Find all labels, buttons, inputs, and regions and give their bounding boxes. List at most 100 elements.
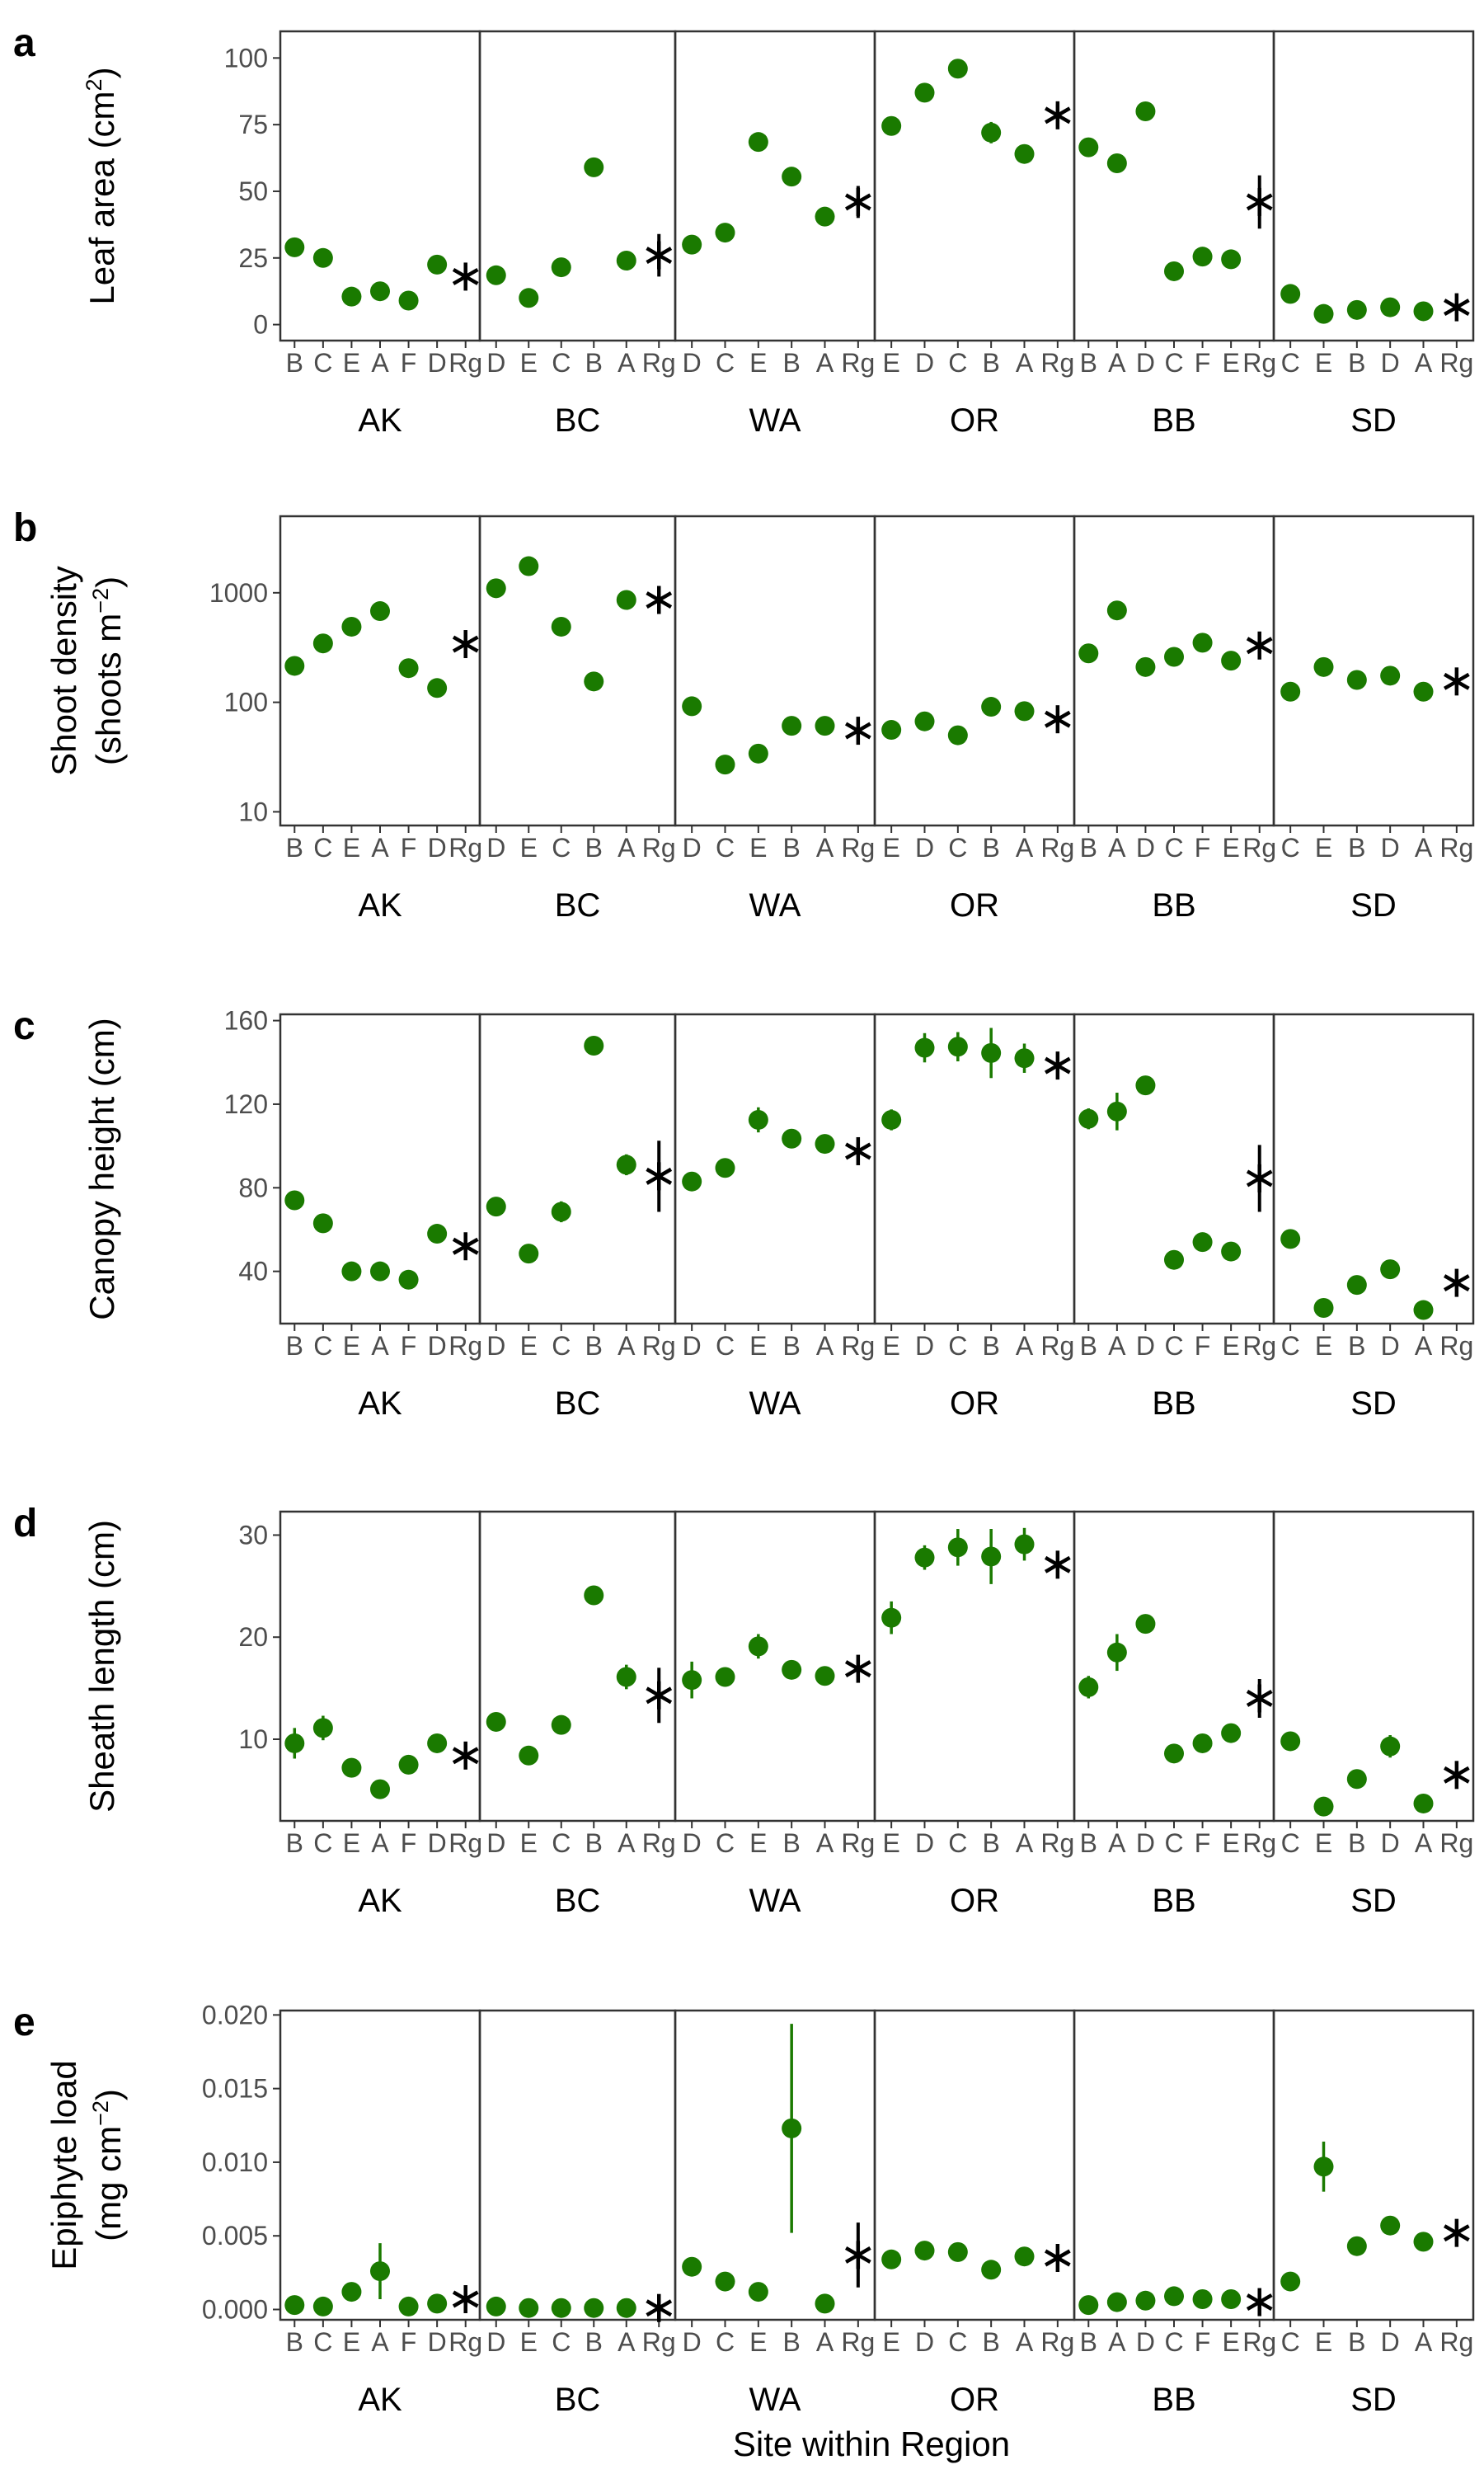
site-mean-point [1192,247,1213,267]
y-tick-label: 0.005 [202,2221,268,2251]
facet-WA: D C E B A Rg WA [674,1013,876,1422]
site-mean-point [815,1134,835,1155]
site-mean-point [312,633,333,654]
site-mean-point [370,1779,390,1799]
site-tick-label: D [1136,1331,1155,1361]
regional-mean-marker [452,630,479,659]
site-mean-point [1313,303,1334,324]
site-tick-label: E [343,2327,360,2357]
y-tick-label: 100 [224,688,268,717]
site-mean-point [519,556,539,576]
site-tick-label: C [1281,2327,1300,2357]
site-tick-label: D [428,1828,447,1858]
facet-OR: E D C B A Rg OR [873,515,1076,924]
panel-letter: a [13,21,35,65]
site-mean-point [815,2293,835,2314]
regional-mean-marker [1044,101,1071,129]
site-tick-label: C [716,833,735,863]
site-tick-label: Rg [448,2327,482,2357]
site-tick-label: A [1108,833,1126,863]
site-tick-label: Rg [448,348,482,378]
site-mean-point [370,281,390,302]
region-label: AK [358,2382,402,2418]
site-tick-label: A [1108,1331,1126,1361]
site-mean-point [312,1718,333,1738]
regional-mean-marker [1443,293,1470,322]
site-tick-label: C [1281,833,1300,863]
site-tick-label: F [1195,1331,1211,1361]
site-tick-label: D [486,348,505,378]
regional-mean-marker [1443,667,1470,696]
y-tick-label: 10 [238,1724,268,1754]
facet-AK: B C E A F D Rg AK [279,30,482,439]
site-tick-label: D [1381,833,1400,863]
site-tick-label: Rg [841,1331,875,1361]
site-tick-label: A [816,1828,834,1858]
site-mean-point [1380,666,1401,686]
y-tick-label: 100 [224,43,268,73]
regional-mean-marker [1246,1164,1273,1192]
site-mean-point [1164,1743,1184,1764]
site-tick-label: B [982,1828,999,1858]
site-tick-label: Rg [642,2327,676,2357]
site-tick-label: E [343,348,360,378]
y-axis-label: Sheath length (cm) [82,1520,121,1813]
site-mean-point [914,82,935,103]
site-mean-point [284,1190,305,1211]
site-tick-label: B [1348,1331,1365,1361]
regional-mean-marker [1044,1550,1071,1579]
facet-AK: B C E A F D Rg AK [279,1510,482,1919]
site-mean-point [881,1109,902,1130]
facet-frame [1272,1013,1475,1325]
site-mean-point [486,1197,506,1217]
site-tick-label: F [401,1828,417,1858]
x-axis-title: Site within Region [733,2425,1010,2463]
site-mean-point [1135,2290,1156,2311]
site-tick-label: F [401,833,417,863]
facet-SD: C E B D A Rg SD [1272,30,1475,439]
site-mean-point [1078,2295,1099,2316]
regional-mean-marker [844,2241,871,2269]
site-tick-label: C [552,2327,571,2357]
site-mean-point [1313,1796,1334,1817]
site-tick-label: B [585,833,603,863]
site-mean-point [715,223,735,243]
site-mean-point [1221,2289,1242,2309]
site-tick-label: Rg [1242,1331,1276,1361]
site-tick-label: F [1195,1828,1211,1858]
panel-letter: d [13,1502,37,1545]
region-label: OR [950,2382,999,2418]
facet-SD: C E B D A Rg SD [1272,1510,1475,1919]
site-mean-point [782,2118,802,2138]
site-tick-label: C [552,1331,571,1361]
site-tick-label: A [816,1331,834,1361]
site-tick-label: E [1222,348,1239,378]
site-tick-label: B [1080,833,1097,863]
site-tick-label: F [1195,2327,1211,2357]
site-mean-point [1164,261,1184,281]
site-mean-point [748,132,768,153]
site-tick-label: D [683,1828,702,1858]
site-tick-label: E [520,1828,538,1858]
site-tick-label: Rg [841,1828,875,1858]
site-mean-point [881,720,902,741]
site-mean-point [682,2256,702,2277]
site-tick-label: A [618,1828,636,1858]
site-mean-point [427,2293,448,2314]
facet-WA: D C E B A Rg WA [674,1510,876,1919]
site-mean-point [486,578,506,599]
site-mean-point [981,1042,1002,1063]
site-tick-label: A [371,348,389,378]
site-tick-label: Rg [448,1828,482,1858]
site-mean-point [427,254,448,275]
facet-frame [478,30,677,342]
site-tick-label: D [486,833,505,863]
site-tick-label: D [1136,348,1155,378]
site-tick-label: C [1164,348,1183,378]
site-mean-point [398,290,419,311]
y-tick-label: 0.020 [202,2000,268,2030]
site-tick-label: Rg [841,833,875,863]
